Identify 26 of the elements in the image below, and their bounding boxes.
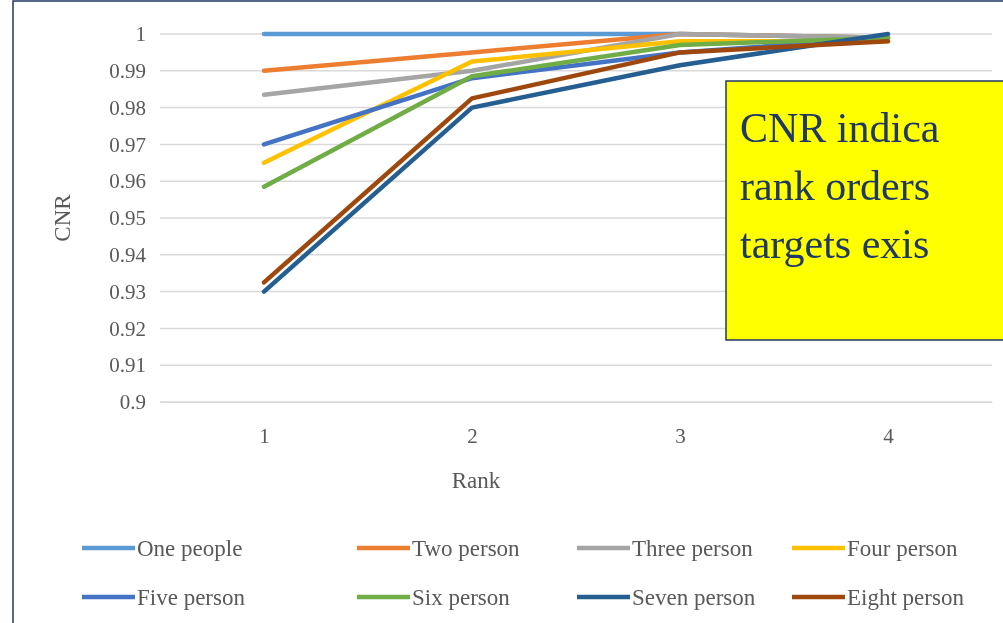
x-axis-title: Rank xyxy=(451,468,501,493)
annotation: CNR indica rank orders targets exis xyxy=(740,105,940,267)
y-tick-label: 0.97 xyxy=(109,132,146,157)
x-tick-label: 4 xyxy=(883,423,895,448)
legend-label: Three person xyxy=(632,536,754,561)
y-tick-label: 0.92 xyxy=(109,316,146,341)
y-axis-title: CNR xyxy=(50,193,75,242)
legend-label: Eight person xyxy=(847,585,965,610)
x-tick-label: 1 xyxy=(259,423,270,448)
legend-label: Four person xyxy=(847,536,959,561)
y-tick-label: 0.93 xyxy=(109,279,146,304)
y-tick-label: 0.98 xyxy=(109,95,146,120)
legend-label: Two person xyxy=(412,536,521,561)
x-tick-label: 3 xyxy=(675,423,686,448)
y-tick-label: 0.95 xyxy=(109,206,146,231)
legend-label: Five person xyxy=(137,585,246,610)
y-tick-label: 0.94 xyxy=(109,243,147,268)
y-tick-label: 0.9 xyxy=(119,390,146,415)
x-tick-label: 2 xyxy=(467,423,478,448)
legend-label: One people xyxy=(137,536,243,561)
y-tick-label: 0.91 xyxy=(109,353,146,378)
y-tick-label: 0.99 xyxy=(109,59,146,84)
legend-label: Seven person xyxy=(632,585,756,610)
y-tick-label: 0.96 xyxy=(109,169,146,194)
legend-label: Six person xyxy=(412,585,511,610)
y-tick-label: 1 xyxy=(135,22,146,47)
